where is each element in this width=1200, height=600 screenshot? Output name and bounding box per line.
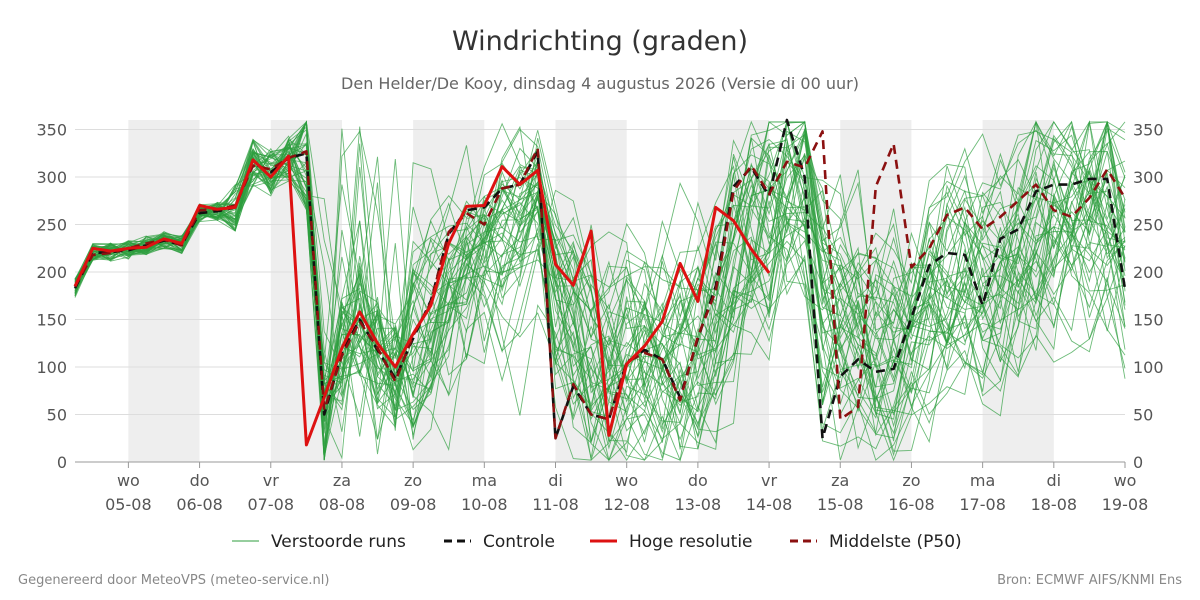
x-tick-date-3: 08-08 <box>319 495 366 514</box>
x-tick-date-4: 09-08 <box>390 495 437 514</box>
x-tick-date-2: 07-08 <box>248 495 295 514</box>
legend-label-0: Verstoorde runs <box>271 532 406 552</box>
x-tick-day-11: zo <box>902 471 920 490</box>
x-tick-day-9: vr <box>761 471 777 490</box>
y-tick-left-350: 350 <box>36 121 67 140</box>
x-tick-day-4: zo <box>404 471 422 490</box>
ensemble-run-40 <box>74 121 1126 441</box>
y-tick-left-100: 100 <box>36 358 67 377</box>
day-band-2 <box>413 120 485 462</box>
x-tick-date-12: 17-08 <box>959 495 1006 514</box>
y-tick-left-300: 300 <box>36 168 67 187</box>
y-tick-left-250: 250 <box>36 216 67 235</box>
ensemble-run-47 <box>74 120 1126 416</box>
x-tick-day-12: ma <box>970 471 995 490</box>
x-tick-date-5: 10-08 <box>461 495 508 514</box>
x-tick-day-2: vr <box>263 471 279 490</box>
footer-left: Gegenereerd door MeteoVPS (meteo-service… <box>18 573 329 588</box>
x-tick-date-0: 05-08 <box>105 495 152 514</box>
x-tick-date-11: 16-08 <box>888 495 935 514</box>
x-tick-day-5: ma <box>472 471 497 490</box>
legend-label-1: Controle <box>483 532 555 552</box>
ensemble-run-43 <box>74 151 1126 462</box>
y-tick-right-150: 150 <box>1133 311 1164 330</box>
x-tick-day-3: za <box>333 471 351 490</box>
x-tick-date-7: 12-08 <box>603 495 650 514</box>
y-tick-left-50: 50 <box>47 406 67 425</box>
ensemble-run-7 <box>74 134 1126 461</box>
series-middelste-p50- <box>73 130 1127 440</box>
ensemble-run-42 <box>74 126 1126 462</box>
ensemble-run-32 <box>74 133 1126 461</box>
ensemble-run-34 <box>74 121 1126 451</box>
y-tick-right-200: 200 <box>1133 263 1164 282</box>
x-tick-day-10: za <box>831 471 849 490</box>
x-tick-date-10: 15-08 <box>817 495 864 514</box>
x-tick-day-8: do <box>688 471 708 490</box>
x-tick-date-8: 13-08 <box>675 495 722 514</box>
y-tick-left-200: 200 <box>36 263 67 282</box>
footer-right: Bron: ECMWF AIFS/KNMI Ens <box>997 573 1182 588</box>
y-tick-right-250: 250 <box>1133 216 1164 235</box>
series-hoge-resolutie <box>73 154 771 447</box>
ensemble-run-45 <box>74 120 1126 461</box>
x-tick-date-13: 18-08 <box>1031 495 1078 514</box>
x-tick-day-0: wo <box>117 471 140 490</box>
legend-label-2: Hoge resolutie <box>629 532 753 552</box>
y-tick-left-0: 0 <box>57 453 67 472</box>
x-tick-date-14: 19-08 <box>1102 495 1149 514</box>
chart-subtitle: Den Helder/De Kooy, dinsdag 4 augustus 2… <box>341 74 859 93</box>
main-series <box>73 118 1127 447</box>
y-tick-right-300: 300 <box>1133 168 1164 187</box>
legend: Verstoorde runs Controle Hoge resolutie Mid… <box>232 532 962 552</box>
x-tick-day-13: di <box>1047 471 1062 490</box>
x-tick-date-6: 11-08 <box>532 495 579 514</box>
x-tick-day-7: wo <box>615 471 638 490</box>
x-tick-day-6: di <box>548 471 563 490</box>
x-tick-date-1: 06-08 <box>176 495 223 514</box>
y-tick-right-50: 50 <box>1133 406 1153 425</box>
x-tick-day-1: do <box>190 471 210 490</box>
legend-label-3: Middelste (P50) <box>829 532 962 552</box>
x-tick-day-14: wo <box>1114 471 1137 490</box>
ensemble-runs <box>74 120 1126 462</box>
y-tick-right-0: 0 <box>1133 453 1143 472</box>
y-tick-right-350: 350 <box>1133 121 1164 140</box>
ensemble-run-48 <box>74 120 1126 422</box>
y-tick-right-100: 100 <box>1133 358 1164 377</box>
x-tick-date-9: 14-08 <box>746 495 793 514</box>
chart-title: Windrichting (graden) <box>452 26 748 57</box>
y-tick-left-150: 150 <box>36 311 67 330</box>
axes: 0 0 50 50 100 100 150 150 200 200 250 250 300 300 350 3… <box>36 121 1163 515</box>
day-band-0 <box>128 120 200 462</box>
